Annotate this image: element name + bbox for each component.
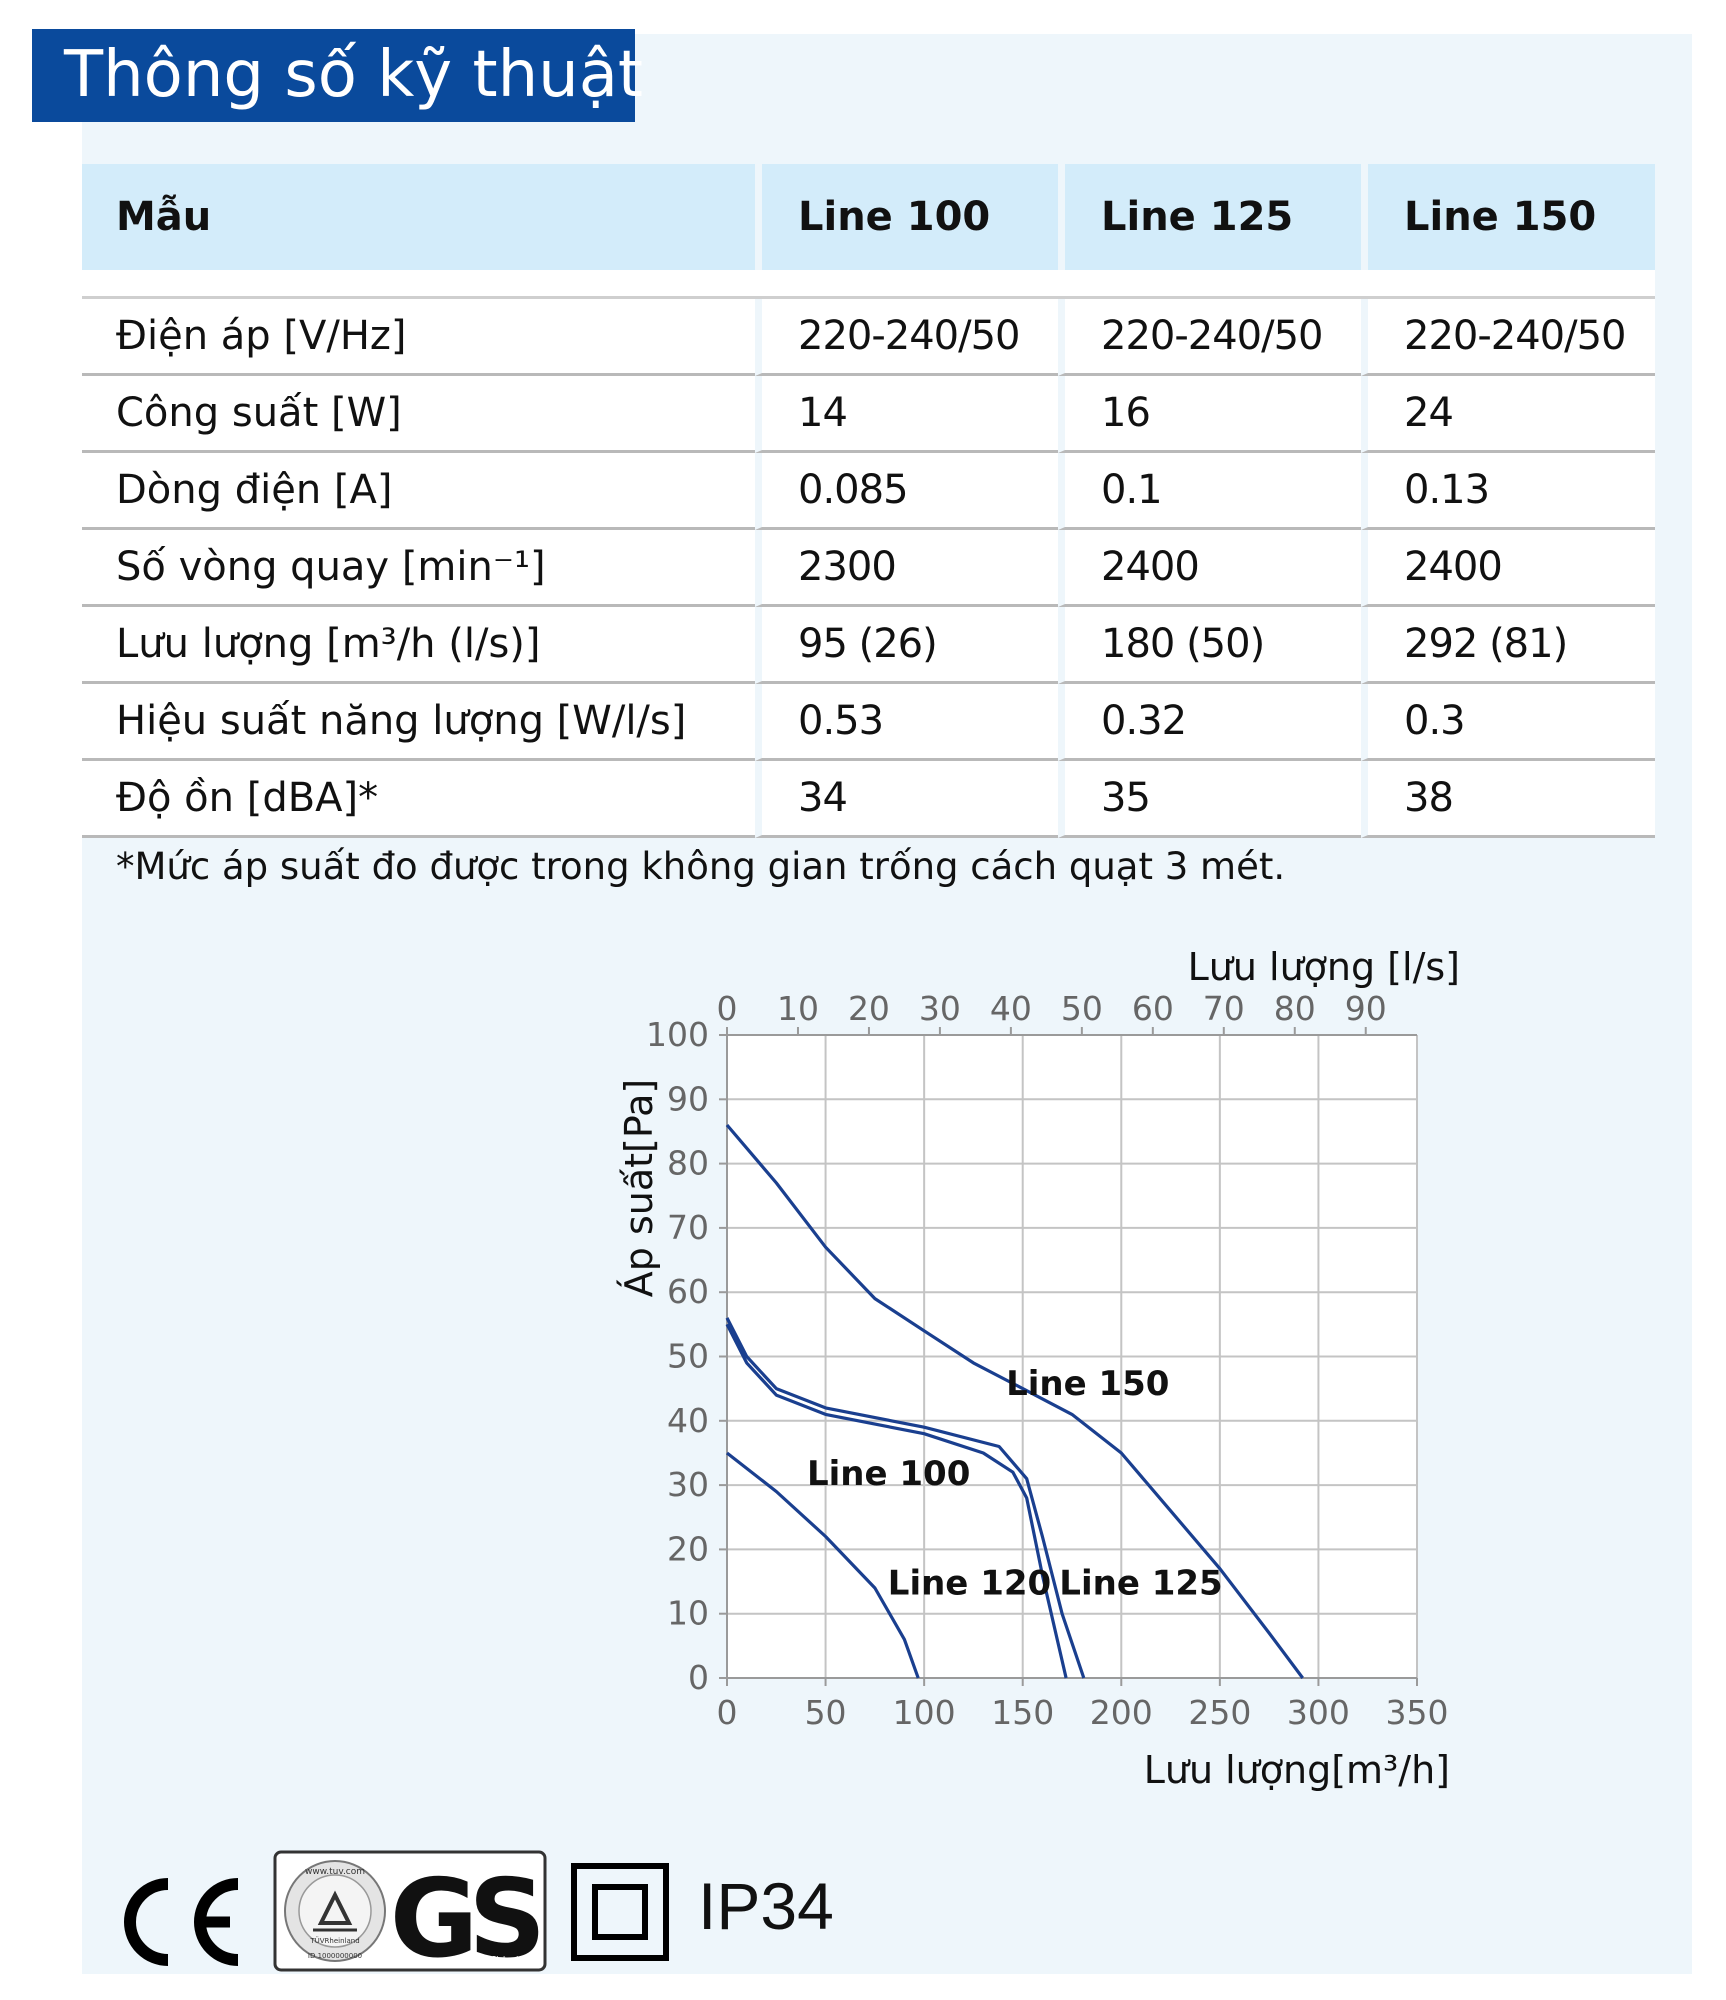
table-cell: 0.3 xyxy=(1361,684,1655,761)
table-header-cell: Line 100 xyxy=(755,164,1058,270)
table-spacer-cell xyxy=(1361,270,1655,299)
footnote: *Mức áp suất đo được trong không gian tr… xyxy=(116,845,1286,888)
table-row-label: Độ ồn [dBA]* xyxy=(82,761,755,838)
table-cell: 292 (81) xyxy=(1361,607,1655,684)
table-cell: 95 (26) xyxy=(755,607,1058,684)
table-row: Công suất [W] 14 16 24 xyxy=(82,376,1655,453)
table-cell: 220-240/50 xyxy=(755,299,1058,376)
table-header-cell: Line 150 xyxy=(1361,164,1655,270)
table-row-label: Số vòng quay [min⁻¹] xyxy=(82,530,755,607)
tuv-gs-certification-icon: www.tuv.com TÜVRheinland ID 1000000000 G… xyxy=(273,1850,548,1974)
table-cell: 16 xyxy=(1058,376,1361,453)
table-header-row: Mẫu Line 100 Line 125 Line 150 xyxy=(82,164,1655,270)
x-tick-label: 250 xyxy=(1188,1693,1251,1732)
x2-tick-label: 30 xyxy=(919,989,961,1028)
table-spacer-cell xyxy=(755,270,1058,299)
y-tick-label: 70 xyxy=(667,1208,709,1247)
table-cell: 0.13 xyxy=(1361,453,1655,530)
y-tick-label: 0 xyxy=(688,1658,709,1697)
table-header-cell: Line 125 xyxy=(1058,164,1361,270)
x-axis-title: Lưu lượng[m³/h] xyxy=(1144,1748,1450,1792)
table-cell: 2300 xyxy=(755,530,1058,607)
tuv-id-text: ID 1000000000 xyxy=(308,1952,362,1960)
page-title: Thông số kỹ thuật xyxy=(32,29,643,122)
table-row-label: Dòng điện [A] xyxy=(82,453,755,530)
table-cell: 2400 xyxy=(1058,530,1361,607)
series-label: Line 120 xyxy=(888,1563,1051,1603)
series-line xyxy=(725,1317,1086,1679)
double-insulation-icon xyxy=(571,1863,669,1961)
x2-tick-label: 10 xyxy=(777,989,819,1028)
y-tick-label: 40 xyxy=(667,1401,709,1440)
tuv-brand-text: TÜVRheinland xyxy=(309,1936,359,1945)
table-cell: 0.32 xyxy=(1058,684,1361,761)
table-cell: 0.53 xyxy=(755,684,1058,761)
table-cell: 14 xyxy=(755,376,1058,453)
table-cell: 220-240/50 xyxy=(1058,299,1361,376)
y-tick-label: 90 xyxy=(667,1079,709,1118)
table-cell: 24 xyxy=(1361,376,1655,453)
x2-tick-label: 40 xyxy=(990,989,1032,1028)
x-tick-label: 150 xyxy=(991,1693,1054,1732)
table-row-label: Điện áp [V/Hz] xyxy=(82,299,755,376)
ce-mark-icon xyxy=(124,1878,239,1966)
series-label: Line 100 xyxy=(807,1454,970,1494)
y-tick-label: 60 xyxy=(667,1272,709,1311)
x-tick-label: 300 xyxy=(1287,1693,1350,1732)
x2-tick-label: 50 xyxy=(1061,989,1103,1028)
series-label: Line 125 xyxy=(1059,1563,1222,1603)
table-cell: 180 (50) xyxy=(1058,607,1361,684)
table-cell: 34 xyxy=(755,761,1058,838)
y-tick-label: 50 xyxy=(667,1337,709,1376)
table-row: Độ ồn [dBA]* 34 35 38 xyxy=(82,761,1655,838)
table-cell: 220-240/50 xyxy=(1361,299,1655,376)
table-row: Số vòng quay [min⁻¹] 2300 2400 2400 xyxy=(82,530,1655,607)
table-header-cell: Mẫu xyxy=(82,164,755,270)
x2-axis-title: Lưu lượng [l/s] xyxy=(1188,945,1460,989)
y-tick-label: 10 xyxy=(667,1594,709,1633)
table-spacer-row xyxy=(82,270,1655,299)
x2-tick-label: 60 xyxy=(1132,989,1174,1028)
y-tick-label: 20 xyxy=(667,1529,709,1568)
series-line xyxy=(725,1123,1304,1679)
x-tick-label: 0 xyxy=(717,1693,738,1732)
x2-tick-label: 70 xyxy=(1203,989,1245,1028)
table-row: Điện áp [V/Hz] 220-240/50 220-240/50 220-24… xyxy=(82,299,1655,376)
x2-tick-label: 80 xyxy=(1274,989,1316,1028)
table-row: Dòng điện [A] 0.085 0.1 0.13 xyxy=(82,453,1655,530)
y-tick-label: 80 xyxy=(667,1144,709,1183)
y-tick-label: 30 xyxy=(667,1465,709,1504)
x-tick-label: 200 xyxy=(1090,1693,1153,1732)
series-line xyxy=(725,1323,1068,1679)
table-spacer-cell xyxy=(1058,270,1361,299)
series-line xyxy=(726,1451,920,1679)
table-cell: 0.1 xyxy=(1058,453,1361,530)
table-spacer-cell xyxy=(82,270,755,299)
y-axis-title: Áp suất[Pa] xyxy=(617,1079,661,1297)
x2-tick-label: 20 xyxy=(848,989,890,1028)
table-row-label: Lưu lượng [m³/h (l/s)] xyxy=(82,607,755,684)
table-row: Lưu lượng [m³/h (l/s)] 95 (26) 180 (50) 292… xyxy=(82,607,1655,684)
x2-tick-label: 0 xyxy=(717,989,738,1028)
table-cell: 0.085 xyxy=(755,453,1058,530)
series-label: Line 150 xyxy=(1006,1364,1169,1404)
table-row: Hiệu suất năng lượng [W/l/s] 0.53 0.32 0.3 xyxy=(82,684,1655,761)
x-tick-label: 100 xyxy=(893,1693,956,1732)
ip-rating: IP34 xyxy=(698,1869,834,1943)
table-cell: 38 xyxy=(1361,761,1655,838)
spec-table: Mẫu Line 100 Line 125 Line 150 Điện áp [… xyxy=(82,164,1655,838)
table-row-label: Hiệu suất năng lượng [W/l/s] xyxy=(82,684,755,761)
x-tick-label: 50 xyxy=(805,1693,847,1732)
certification-logos: www.tuv.com TÜVRheinland ID 1000000000 G… xyxy=(110,1850,870,1975)
table-row-label: Công suất [W] xyxy=(82,376,755,453)
x2-tick-label: 90 xyxy=(1345,989,1387,1028)
y-tick-label: 100 xyxy=(646,1015,709,1054)
table-cell: 2400 xyxy=(1361,530,1655,607)
x-tick-label: 350 xyxy=(1386,1693,1449,1732)
gs-subtitle-text: geprüfte Sicherheit xyxy=(455,1955,532,1964)
table-cell: 35 xyxy=(1058,761,1361,838)
tuv-url-text: www.tuv.com xyxy=(305,1867,365,1877)
gs-mark-text: GS xyxy=(390,1857,539,1974)
